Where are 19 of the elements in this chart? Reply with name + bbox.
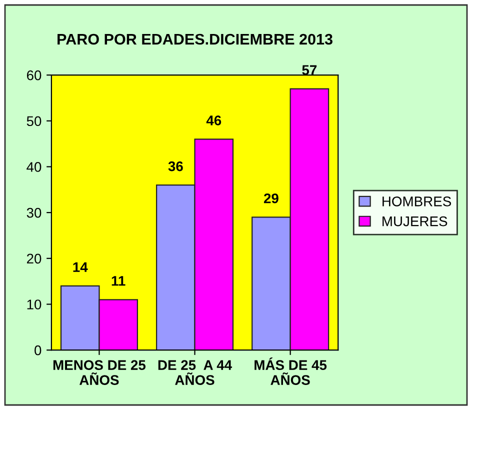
x-tick-label: MÁS DE 45 AÑOS bbox=[254, 358, 327, 385]
y-tick-label: 10 bbox=[27, 300, 42, 310]
data-label: 11 bbox=[112, 276, 126, 286]
data-label: 57 bbox=[302, 65, 317, 75]
y-tick-label: 20 bbox=[26, 254, 42, 264]
data-label: 36 bbox=[168, 161, 183, 172]
y-tick-label: 30 bbox=[26, 208, 42, 218]
data-label: 29 bbox=[264, 193, 278, 204]
y-tick-label: 50 bbox=[26, 116, 42, 126]
data-label: 14 bbox=[73, 262, 88, 272]
data-label: 46 bbox=[206, 116, 222, 126]
y-tick-label: 0 bbox=[34, 345, 42, 356]
x-tick-label: DE 25 A 44 AÑOS bbox=[158, 360, 232, 385]
x-tick-label: MENOS DE 25 AÑOS bbox=[53, 360, 146, 385]
legend-label: MUJERES bbox=[382, 216, 448, 226]
y-tick-label: 40 bbox=[26, 162, 42, 172]
chart-title: PARO POR EDADES.DICIEMBRE 2013 bbox=[58, 34, 332, 45]
y-tick-label: 60 bbox=[26, 70, 42, 80]
legend-label: HOMBRES bbox=[382, 196, 452, 206]
